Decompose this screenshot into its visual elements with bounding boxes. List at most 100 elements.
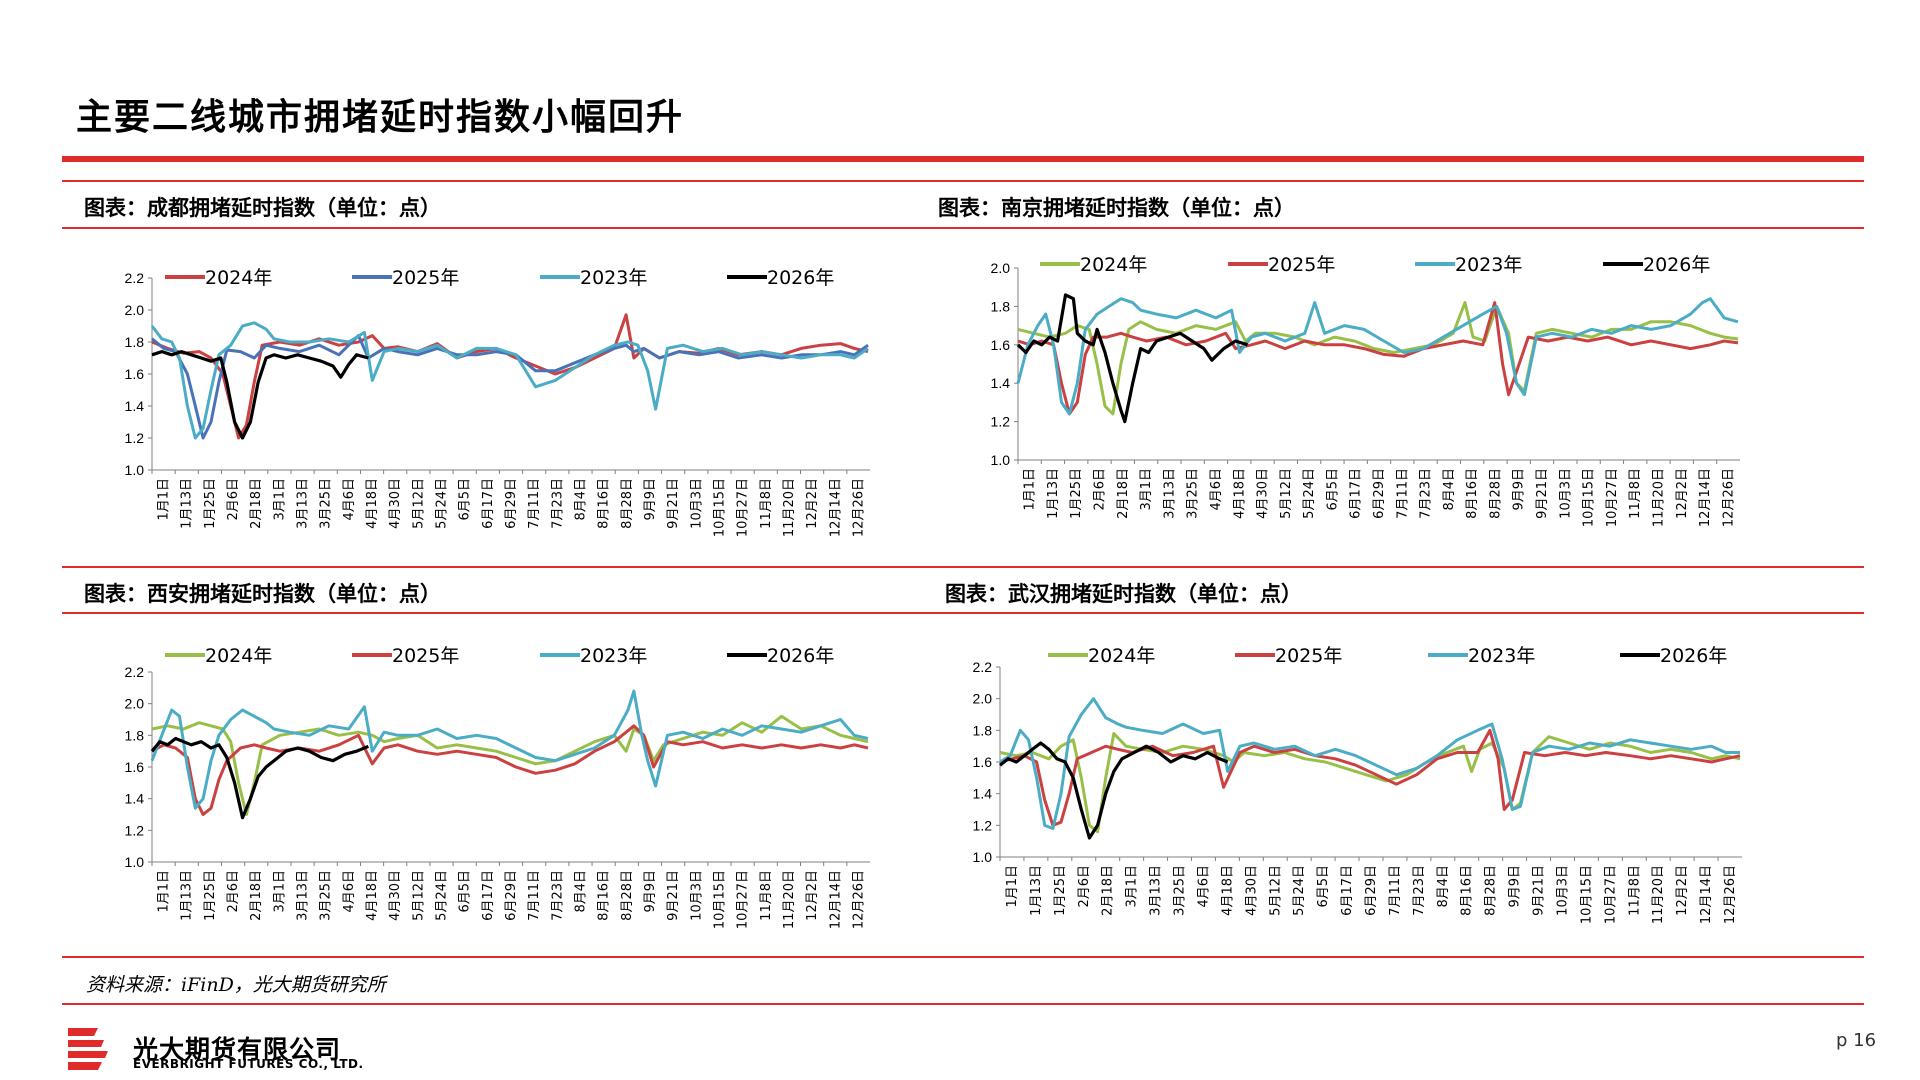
nanjing-x-tick-label: 8月4日 bbox=[1442, 468, 1457, 511]
xian-legend-label: 2026年 bbox=[767, 645, 834, 667]
nanjing-x-tick-label: 4月6日 bbox=[1209, 468, 1224, 511]
chengdu-x-tick-label: 8月4日 bbox=[573, 478, 588, 521]
wuhan-legend-label: 2025年 bbox=[1275, 645, 1342, 667]
wuhan-x-tick-label: 4月18日 bbox=[1220, 865, 1235, 916]
wuhan-x-tick-label: 7月11日 bbox=[1388, 865, 1403, 916]
chengdu-x-tick-label: 4月18日 bbox=[365, 478, 380, 529]
xian-x-tick-label: 4月30日 bbox=[388, 870, 403, 921]
nanjing-x-tick-label: 11月20日 bbox=[1651, 468, 1666, 527]
xian-x-tick-label: 6月29日 bbox=[504, 870, 519, 921]
source-note: 资料来源：iFinD，光大期货研究所 bbox=[86, 974, 386, 996]
xian-legend-label: 2025年 bbox=[392, 645, 459, 667]
divider-top-2 bbox=[62, 227, 1864, 229]
xian-x-tick-label: 5月12日 bbox=[411, 870, 426, 921]
xian-x-tick-label: 6月5日 bbox=[458, 870, 473, 913]
chengdu-x-tick-label: 4月30日 bbox=[388, 478, 403, 529]
nanjing-x-tick-label: 7月23日 bbox=[1419, 468, 1434, 519]
page-number: p 16 bbox=[1836, 1030, 1877, 1051]
nanjing-x-tick-label: 1月1日 bbox=[1023, 468, 1038, 511]
wuhan-x-tick-label: 2月6日 bbox=[1077, 865, 1092, 908]
wuhan-x-tick-label: 12月14日 bbox=[1699, 865, 1714, 924]
company-name-en: EVERBRIGHT FUTURES CO., LTD. bbox=[133, 1057, 364, 1071]
nanjing-x-tick-label: 3月13日 bbox=[1162, 468, 1177, 519]
wuhan-x-tick-label: 3月25日 bbox=[1173, 865, 1188, 916]
xian-legend-label: 2023年 bbox=[580, 645, 647, 667]
xian-x-tick-label: 1月25日 bbox=[203, 870, 218, 921]
wuhan-panel-title: 图表：武汉拥堵延时指数（单位：点） bbox=[945, 581, 1302, 606]
wuhan-y-tick-label: 1.0 bbox=[973, 849, 993, 865]
chengdu-x-tick-label: 12月14日 bbox=[828, 478, 843, 537]
xian-panel-title: 图表：西安拥堵延时指数（单位：点） bbox=[84, 581, 441, 606]
divider-top-1 bbox=[62, 180, 1864, 182]
wuhan-series-line bbox=[999, 697, 1740, 830]
wuhan-x-tick-label: 11月8日 bbox=[1627, 865, 1642, 916]
chengdu-x-tick-label: 9月21日 bbox=[666, 478, 681, 529]
wuhan-x-tick-label: 6月29日 bbox=[1364, 865, 1379, 916]
wuhan-x-tick-label: 7月23日 bbox=[1412, 865, 1427, 916]
nanjing-x-tick-label: 9月21日 bbox=[1535, 468, 1550, 519]
wuhan-x-tick-label: 1月25日 bbox=[1053, 865, 1068, 916]
wuhan-x-tick-label: 12月26日 bbox=[1723, 865, 1738, 924]
chengdu-series-line bbox=[150, 321, 869, 440]
chengdu-x-tick-label: 3月25日 bbox=[319, 478, 334, 529]
chengdu-y-tick-label: 1.8 bbox=[125, 334, 145, 350]
chengdu-panel-title: 图表：成都拥堵延时指数（单位：点） bbox=[84, 195, 441, 220]
xian-x-tick-label: 4月18日 bbox=[365, 870, 380, 921]
chengdu-x-tick-label: 6月5日 bbox=[458, 478, 473, 521]
xian-x-tick-label: 3月25日 bbox=[319, 870, 334, 921]
xian-x-tick-label: 9月9日 bbox=[643, 870, 658, 913]
xian-x-tick-label: 10月3日 bbox=[689, 870, 704, 921]
chengdu-x-tick-label: 11月20日 bbox=[782, 478, 797, 537]
wuhan-x-tick-label: 10月15日 bbox=[1579, 865, 1594, 924]
nanjing-x-tick-label: 10月3日 bbox=[1558, 468, 1573, 519]
wuhan-y-tick-label: 1.6 bbox=[973, 754, 993, 770]
xian-x-tick-label: 8月4日 bbox=[573, 870, 588, 913]
wuhan-x-tick-label: 10月27日 bbox=[1603, 865, 1618, 924]
nanjing-x-tick-label: 6月5日 bbox=[1325, 468, 1340, 511]
xian-y-tick-label: 1.6 bbox=[125, 759, 145, 775]
nanjing-x-tick-label: 6月17日 bbox=[1349, 468, 1364, 519]
chengdu-x-tick-label: 2月6日 bbox=[226, 478, 241, 521]
nanjing-x-tick-label: 11月8日 bbox=[1628, 468, 1643, 519]
wuhan-x-tick-label: 4月30日 bbox=[1244, 865, 1259, 916]
wuhan-x-tick-label: 1月1日 bbox=[1005, 865, 1020, 908]
wuhan-x-tick-label: 8月28日 bbox=[1484, 865, 1499, 916]
xian-series-line bbox=[150, 736, 370, 820]
chengdu-x-tick-label: 3月13日 bbox=[296, 478, 311, 529]
chengdu-x-tick-label: 6月29日 bbox=[504, 478, 519, 529]
wuhan-x-tick-label: 8月4日 bbox=[1436, 865, 1451, 908]
xian-x-tick-label: 12月14日 bbox=[828, 870, 843, 929]
nanjing-y-tick-label: 1.6 bbox=[991, 337, 1011, 353]
title-divider bbox=[62, 156, 1864, 162]
xian-series-line bbox=[151, 714, 869, 816]
chengdu-x-tick-label: 4月6日 bbox=[342, 478, 357, 521]
nanjing-series-line bbox=[1016, 297, 1739, 416]
xian-x-tick-label: 9月21日 bbox=[666, 870, 681, 921]
xian-x-tick-label: 6月17日 bbox=[481, 870, 496, 921]
nanjing-x-tick-label: 5月24日 bbox=[1302, 468, 1317, 519]
divider-bottom-1 bbox=[62, 956, 1864, 958]
page-title: 主要二线城市拥堵延时指数小幅回升 bbox=[76, 96, 685, 138]
xian-x-tick-label: 12月2日 bbox=[805, 870, 820, 921]
chengdu-x-tick-label: 2月18日 bbox=[249, 478, 264, 529]
xian-x-tick-label: 3月13日 bbox=[296, 870, 311, 921]
wuhan-legend-label: 2024年 bbox=[1088, 645, 1155, 667]
nanjing-x-tick-label: 1月13日 bbox=[1046, 468, 1061, 519]
wuhan-series-line bbox=[999, 732, 1741, 834]
chengdu-series-line bbox=[151, 350, 369, 440]
wuhan-x-tick-label: 5月24日 bbox=[1292, 865, 1307, 916]
nanjing-y-tick-label: 1.4 bbox=[991, 375, 1011, 391]
wuhan-y-tick-label: 1.4 bbox=[973, 786, 993, 802]
everbright-logo-icon bbox=[68, 1028, 108, 1070]
nanjing-panel-title: 图表：南京拥堵延时指数（单位：点） bbox=[938, 195, 1295, 220]
chengdu-x-tick-label: 1月13日 bbox=[180, 478, 195, 529]
wuhan-x-tick-label: 2月18日 bbox=[1101, 865, 1116, 916]
chengdu-x-tick-label: 10月27日 bbox=[736, 478, 751, 537]
wuhan-x-tick-label: 3月1日 bbox=[1125, 865, 1140, 908]
nanjing-x-tick-label: 2月18日 bbox=[1116, 468, 1131, 519]
company-name-cn: 光大期货有限公司 bbox=[133, 1035, 342, 1064]
chengdu-y-tick-label: 2.0 bbox=[125, 302, 145, 318]
nanjing-x-tick-label: 10月27日 bbox=[1605, 468, 1620, 527]
